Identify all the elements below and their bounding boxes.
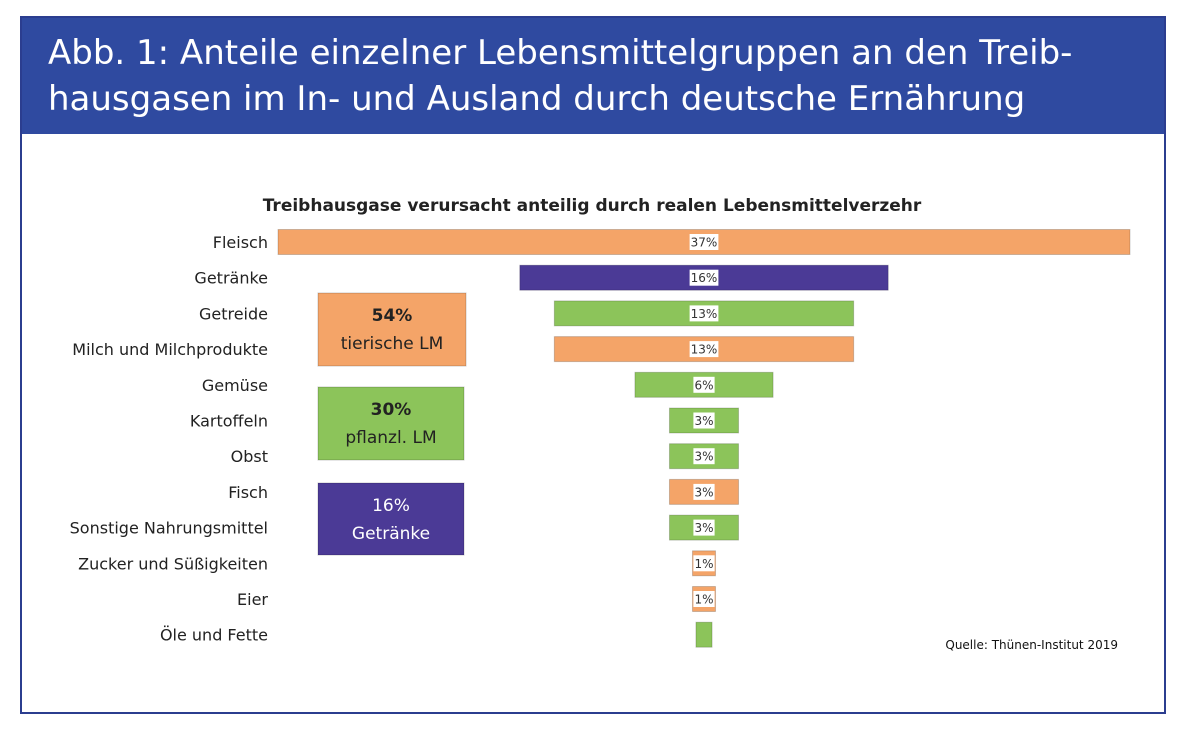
category-label: Milch und Milchprodukte [72, 340, 268, 359]
chart-title: Treibhausgase verursacht anteilig durch … [263, 196, 922, 216]
value-labels: 37% 16% 13% 13% 6% 3% 3% 3% 3% 1% 1% [689, 234, 719, 607]
category-label: Öle und Fette [160, 626, 268, 645]
value-label-background [689, 341, 719, 358]
value-label: 1% [694, 593, 713, 607]
group-box-drinks: 16% Getränke [317, 482, 465, 556]
bar [695, 621, 713, 648]
value-label-background [689, 305, 719, 322]
group-share-label: tierische LM [341, 334, 444, 354]
category-label: Zucker und Süßigkeiten [78, 554, 268, 573]
value-label: 3% [694, 485, 713, 499]
category-label: Kartoffeln [190, 412, 268, 431]
category-labels: Fleisch Getränke Getreide Milch und Milchpr… [70, 233, 269, 645]
value-label-background [693, 591, 715, 607]
group-box-background [317, 482, 465, 556]
value-label: 37% [691, 236, 718, 250]
value-label-background [693, 412, 715, 429]
group-box-plant: 30% pflanzl. LM [317, 386, 465, 461]
category-label: Gemüse [202, 376, 268, 395]
group-summary-boxes: 54% tierische LM 30% pflanzl. LM 16% Getränke [317, 292, 467, 556]
value-label-background [693, 376, 715, 393]
bar [553, 336, 855, 363]
value-label: 16% [691, 271, 718, 285]
group-share-label: Getränke [352, 524, 430, 544]
category-label: Getreide [199, 304, 268, 323]
group-box-background [317, 292, 467, 367]
value-label: 13% [691, 343, 718, 357]
value-label: 6% [694, 378, 713, 392]
bar [519, 264, 889, 291]
value-label-background [689, 234, 719, 250]
value-label-background [693, 555, 715, 572]
value-label: 3% [694, 414, 713, 428]
group-share-value: 30% [371, 400, 412, 420]
value-label: 1% [694, 557, 713, 571]
category-label: Sonstige Nahrungsmittel [70, 519, 268, 538]
group-share-value: 54% [372, 306, 413, 326]
group-box-animal: 54% tierische LM [317, 292, 467, 367]
category-label: Obst [231, 447, 268, 466]
value-label-background [693, 448, 715, 465]
value-label: 3% [694, 450, 713, 464]
group-share-label: pflanzl. LM [345, 428, 436, 448]
source-note: Quelle: Thünen-Institut 2019 [945, 638, 1118, 652]
figure-title-line-1: Abb. 1: Anteile einzelner Lebensmittelgr… [48, 33, 1073, 73]
group-share-value: 16% [372, 496, 410, 516]
figure-frame: Abb. 1: Anteile einzelner Lebensmittelgr… [20, 16, 1166, 714]
value-label-background [693, 519, 715, 536]
value-label-background [693, 483, 715, 500]
value-label: 13% [691, 307, 718, 321]
figure-title-banner: Abb. 1: Anteile einzelner Lebensmittelgr… [22, 18, 1164, 134]
category-label: Fisch [228, 483, 268, 502]
category-label: Eier [237, 590, 268, 609]
group-box-background [317, 386, 465, 461]
category-label: Fleisch [213, 233, 268, 252]
category-label: Getränke [194, 269, 268, 288]
value-label: 3% [694, 521, 713, 535]
value-label-background [689, 269, 719, 286]
figure-title-line-2: hausgasen im In- und Ausland durch deuts… [48, 79, 1026, 119]
